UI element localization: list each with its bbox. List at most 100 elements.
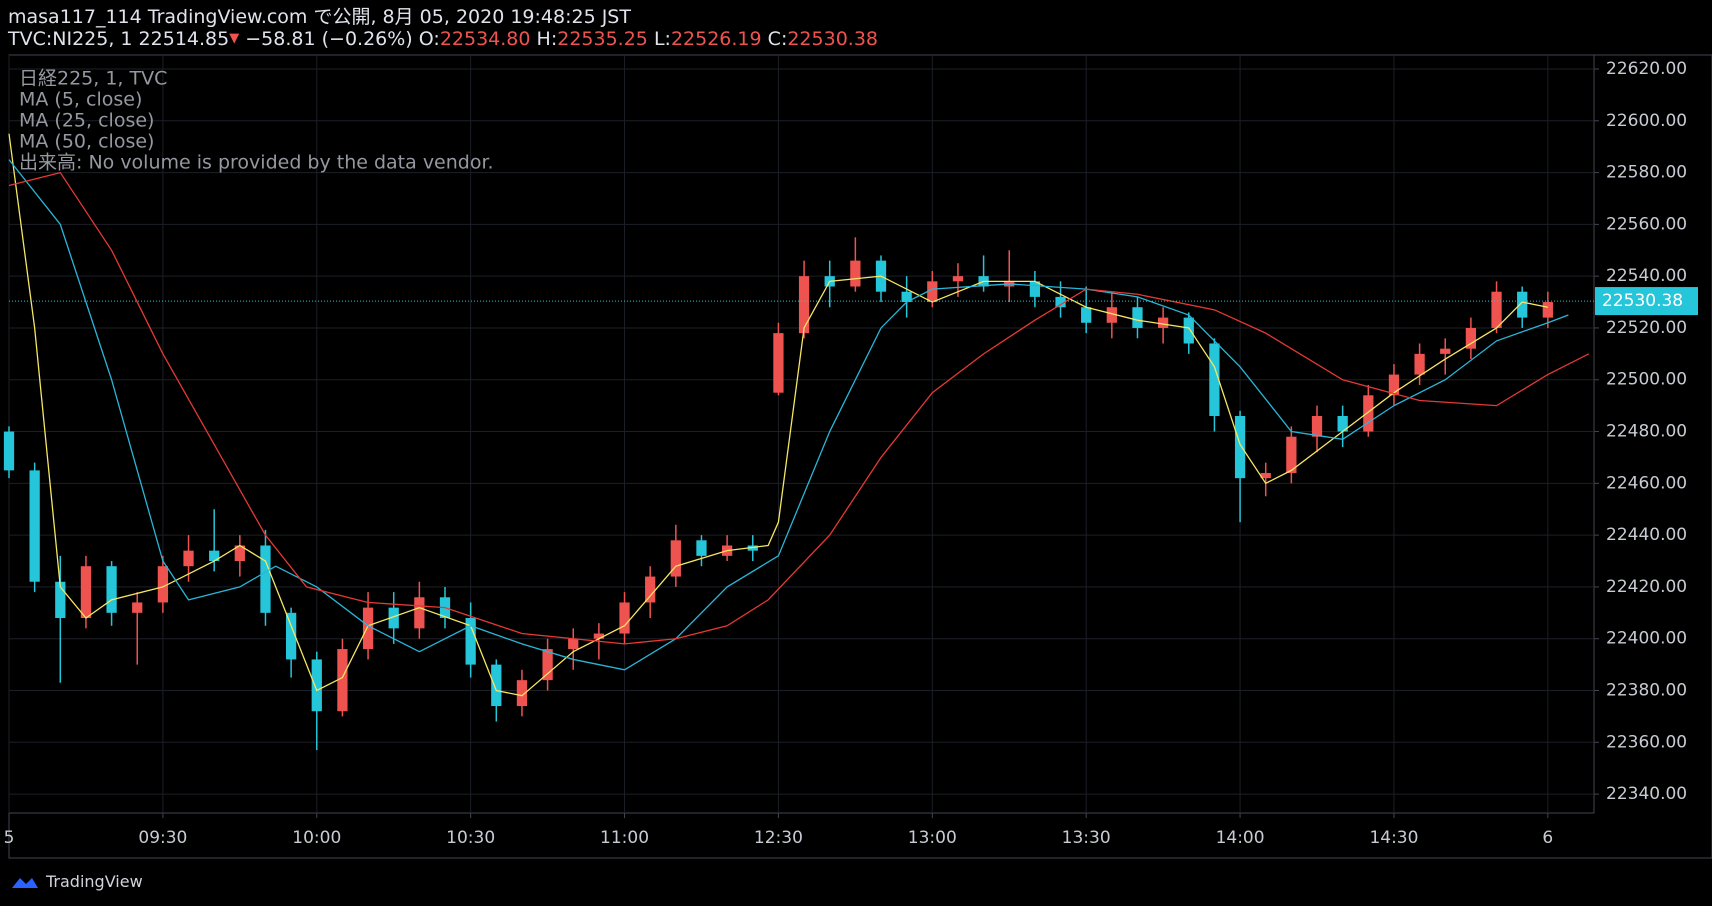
x-tick-label: 5 (4, 828, 15, 848)
candle-body (901, 291, 912, 303)
o-label: O: (418, 28, 440, 50)
header: masa117_114 TradingView.com で公開, 8月 05, … (8, 6, 878, 50)
candle-body (183, 550, 194, 567)
x-tick-label: 13:30 (1062, 828, 1111, 848)
candle-body (1491, 291, 1502, 328)
x-tick-label: 14:00 (1216, 828, 1265, 848)
candle-body (1081, 307, 1092, 323)
candle-body (55, 581, 66, 618)
y-tick-label: 22340.00 (1606, 784, 1687, 804)
y-tick-label: 22360.00 (1606, 732, 1687, 752)
candle-body (260, 545, 271, 613)
c-value: 22530.38 (787, 28, 879, 50)
candle-body (516, 680, 528, 707)
y-tick-label: 22380.00 (1606, 681, 1687, 701)
y-tick-label: 22500.00 (1606, 370, 1687, 390)
candle-body (696, 540, 707, 556)
y-tick-label: 22600.00 (1606, 111, 1687, 131)
y-tick-label: 22400.00 (1606, 629, 1687, 649)
ma-line (8, 133, 1548, 697)
candle-body (29, 470, 40, 582)
candle-body (1209, 343, 1220, 417)
last-price-tag (1595, 287, 1698, 316)
candle-body (1055, 296, 1066, 308)
change: −58.81 (−0.26%) (245, 28, 413, 50)
candle-body (362, 607, 374, 650)
candle-body (1388, 374, 1400, 396)
x-tick-label: 6 (1542, 828, 1553, 848)
y-tick-label: 22420.00 (1606, 577, 1687, 597)
candle-body (465, 617, 476, 665)
header-quote: TVC:NI225, 1 22514.85▼ −58.81 (−0.26%) O… (8, 28, 878, 50)
candle-body (1311, 416, 1323, 437)
y-tick-label: 22460.00 (1606, 473, 1687, 493)
candle-body (132, 602, 143, 613)
candle-body (1542, 302, 1553, 318)
x-tick-label: 10:30 (446, 828, 495, 848)
symbol: TVC:NI225, 1 22514.85 (8, 28, 230, 50)
x-tick-label: 13:00 (908, 828, 957, 848)
candle-body (798, 276, 810, 334)
volume-note: 出来高: No volume is provided by the data v… (19, 152, 494, 174)
candle-body (209, 550, 220, 562)
h-label: H: (536, 28, 558, 50)
candle-body (1440, 348, 1451, 354)
candle-body (1157, 317, 1169, 328)
candle-body (670, 540, 681, 577)
header-title: masa117_114 TradingView.com で公開, 8月 05, … (8, 6, 631, 28)
candle-body (311, 659, 322, 712)
x-tick-label: 09:30 (138, 828, 187, 848)
o-value: 22534.80 (439, 28, 531, 50)
x-tick-label: 11:00 (600, 828, 649, 848)
candle-body (1414, 353, 1425, 375)
candle-body (850, 260, 861, 287)
y-tick-label: 22480.00 (1606, 422, 1687, 442)
candle-body (80, 566, 92, 618)
candle-body (388, 607, 399, 629)
y-tick-label: 22540.00 (1606, 266, 1687, 286)
candle-body (1363, 395, 1374, 432)
h-value: 22535.25 (557, 28, 648, 50)
candle-body (645, 576, 656, 603)
candle-body (1465, 327, 1477, 349)
candle-body (927, 281, 938, 303)
arrow: ▼ (229, 31, 240, 46)
x-tick-label: 14:30 (1369, 828, 1418, 848)
legend-entry: MA (25, close) (19, 110, 154, 132)
candle-body (1337, 416, 1348, 432)
y-tick-label: 22620.00 (1606, 59, 1687, 79)
candle-body (1260, 472, 1271, 479)
candle-body (1234, 416, 1246, 479)
x-tick-label: 12:30 (754, 828, 803, 848)
outer-frame (8, 54, 1712, 859)
candle-body (1286, 436, 1297, 473)
candle-body (773, 333, 784, 393)
legend-entry: MA (50, close) (19, 131, 154, 153)
candle-body (593, 633, 605, 639)
candle-body (285, 612, 297, 660)
candle-body (337, 649, 348, 712)
l-value: 22526.19 (670, 28, 762, 50)
candle-body (414, 597, 425, 629)
legend-entry: MA (5, close) (19, 89, 142, 111)
candle-body (3, 431, 15, 471)
symbol-label: 日経225, 1, TVC (19, 68, 167, 90)
candle-body (157, 566, 169, 603)
candle-body (1029, 281, 1041, 297)
candle-body (106, 566, 117, 613)
logo (12, 877, 38, 888)
candle-body (952, 276, 964, 282)
last-price-label: 22530.38 (1602, 291, 1683, 311)
candle-body (568, 638, 579, 650)
candle-body (1183, 317, 1194, 344)
y-tick-label: 22440.00 (1606, 525, 1687, 545)
candle-body (1132, 307, 1143, 328)
candle-body (491, 664, 502, 707)
c-label: C: (767, 28, 788, 50)
footer: TradingView (10, 872, 143, 891)
candle-body (619, 602, 630, 634)
candle-body (1517, 291, 1528, 318)
l-label: L: (653, 28, 671, 50)
candle-body (542, 649, 553, 681)
